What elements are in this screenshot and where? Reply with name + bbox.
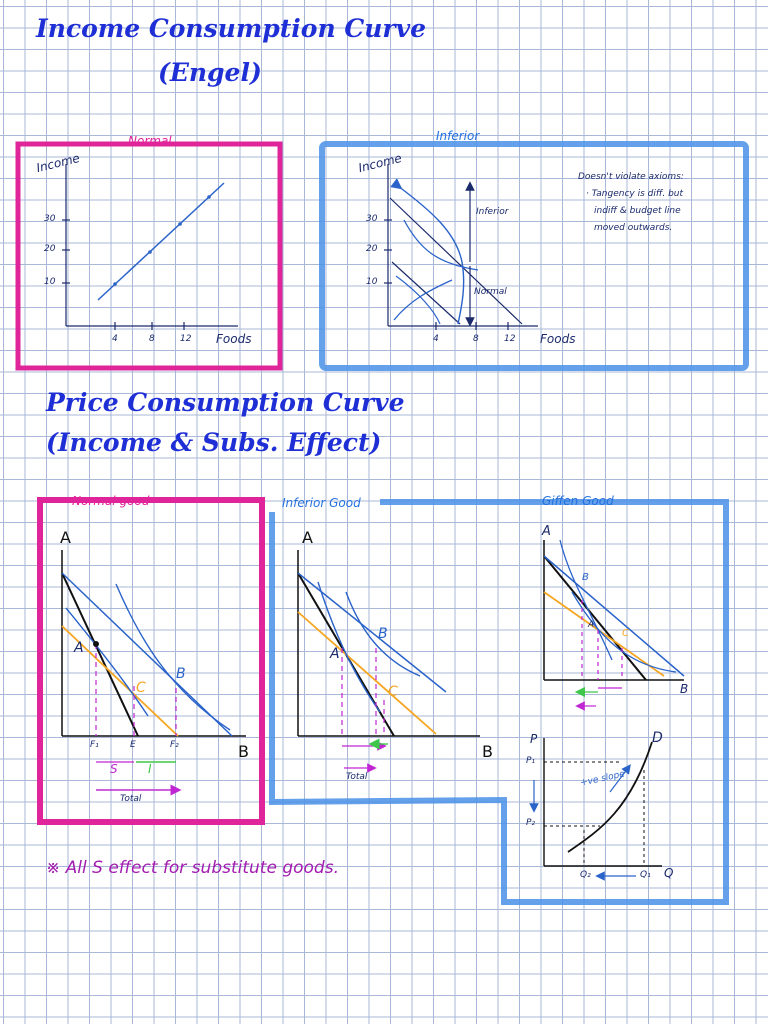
giffen-p-axis: P [530,732,538,746]
engel-normal-graph [62,164,238,330]
inferior-good-label: Inferior Good [282,496,361,510]
normal-good-graph [61,550,246,796]
inferior-good-axis-top: A [302,528,313,547]
axioms-note-line4: moved outwards. [594,223,673,233]
normal-x-axis-label: Foods [216,332,252,346]
inferior-x-tick-8: 8 [473,334,479,344]
inferior-good-total-label: Total [346,772,368,782]
inferior-good-point-c: C [388,684,398,700]
axioms-note-line1: Doesn't violate axioms: [578,172,684,182]
normal-good-tick-f1: F₁ [90,740,99,750]
normal-x-tick-4: 4 [112,334,118,344]
giffen-demand-graph [529,738,662,881]
inferior-panel-frame [319,141,749,371]
engel-normal-line [97,182,225,301]
normal-good-point-b: B [176,666,186,682]
inferior-y-tick-20: 20 [366,244,378,254]
inferior-x-axis-label: Foods [540,332,576,346]
normal-good-axis-top: A [60,528,71,547]
engel-inferior-curve [390,178,465,325]
normal-good-inc-label: I [148,762,152,776]
giffen-q1: Q₁ [640,870,651,880]
inferior-x-tick-4: 4 [433,334,439,344]
engel-title-line2: (Engel) [158,58,262,87]
engel-inferior-graph [384,164,538,330]
giffen-demand-label: D [652,730,663,746]
price-title-line1: Price Consumption Curve [46,388,405,417]
normal-good-sub-label: S [110,762,118,776]
normal-good-tick-e: E [130,740,136,750]
giffen-p1: P₁ [526,756,536,766]
inferior-giffen-frame [269,499,729,905]
normal-good-frame [37,497,265,825]
giffen-point-c: C [622,628,629,639]
inferior-good-point-a: A [330,646,340,662]
axioms-note-line2: · Tangency is diff. but [586,189,684,199]
normal-x-tick-8: 8 [149,334,155,344]
normal-y-tick-10: 10 [44,277,56,287]
substitute-footnote: ※ All S effect for substitute goods. [46,858,339,878]
normal-good-total-label: Total [120,794,142,804]
giffen-axis-right: B [680,682,689,696]
normal-y-tick-30: 30 [44,214,56,224]
inferior-y-tick-10: 10 [366,277,378,287]
inferior-panel-label: Inferior [436,129,480,143]
giffen-axis-top: A [542,524,551,539]
giffen-point-a: A [588,620,595,630]
giffen-point-b: B [582,572,589,583]
giffen-good-graph [543,539,685,711]
price-title-line2: (Income & Subs. Effect) [46,428,382,457]
normal-good-tick-f2: F₂ [170,740,179,750]
inferior-x-tick-12: 12 [504,334,516,344]
inferior-y-tick-30: 30 [366,214,378,224]
normal-good-point-c: C [136,680,146,696]
normal-arrow-label: Normal [474,287,507,297]
inferior-good-axis-right: B [482,742,493,761]
inferior-good-point-b: B [378,626,388,642]
normal-good-point-a: A [74,640,84,656]
engel-title-line1: Income Consumption Curve [36,14,427,43]
giffen-p2: P₂ [526,818,536,828]
giffen-q2: Q₂ [580,870,591,880]
normal-y-tick-20: 20 [44,244,56,254]
inferior-good-graph [297,550,480,773]
normal-good-label: Normal good [72,494,150,508]
axioms-note-line3: indiff & budget line [594,206,681,216]
normal-panel-frame [15,141,283,371]
giffen-good-label: Giffen Good [542,494,614,508]
normal-x-tick-12: 12 [180,334,192,344]
normal-good-axis-right: B [238,742,249,761]
inferior-arrow-label: Inferior [476,207,509,217]
giffen-q-axis: Q [664,866,674,880]
normal-panel-label: Normal [128,134,172,148]
